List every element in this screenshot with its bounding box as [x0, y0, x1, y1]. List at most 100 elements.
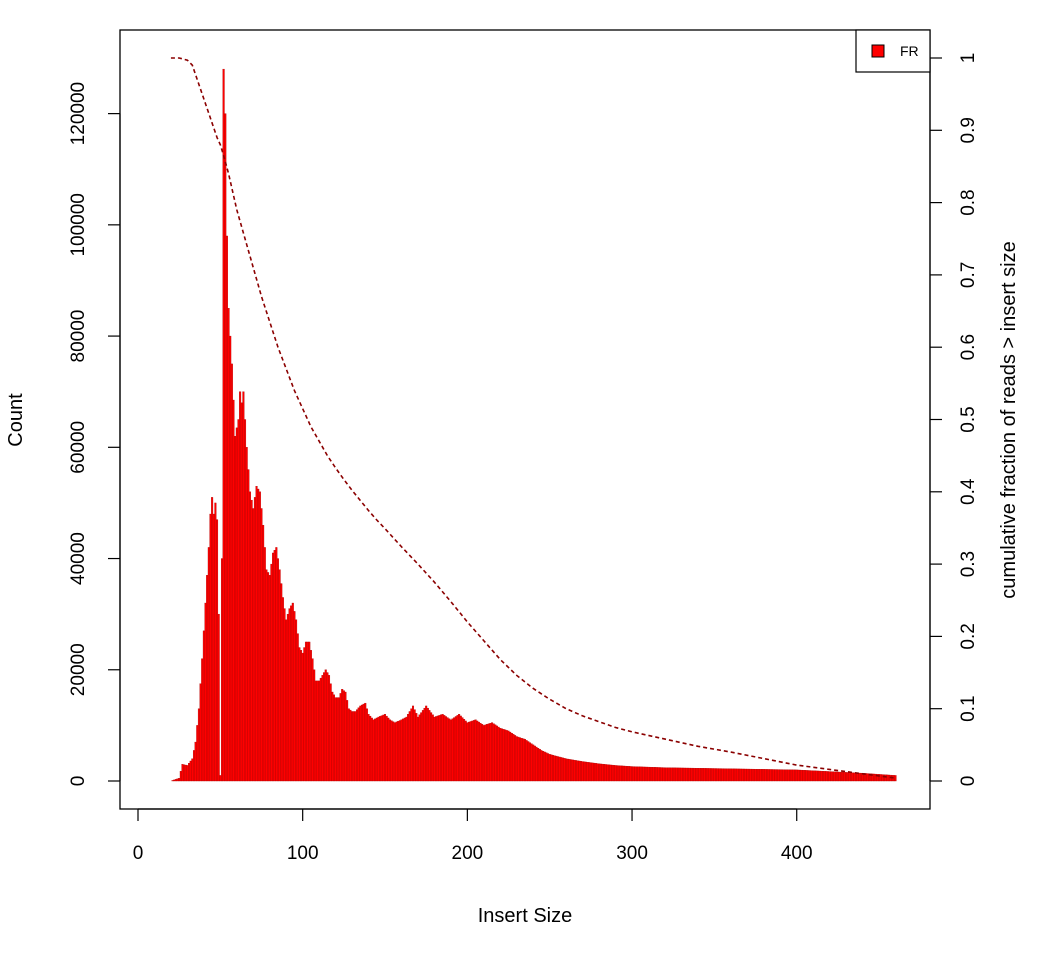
histogram-bar [792, 769, 795, 782]
histogram-bar [705, 768, 708, 782]
histogram-bar [217, 613, 220, 782]
histogram-bar [558, 756, 561, 782]
histogram-bar [420, 712, 423, 782]
histogram-bar [344, 691, 347, 782]
histogram-bar [851, 772, 854, 782]
histogram-bar [756, 769, 759, 782]
histogram-bar [703, 768, 706, 782]
histogram-bar [894, 775, 897, 782]
y-tick-label: 120000 [68, 82, 89, 145]
histogram-bar [551, 755, 554, 782]
histogram-bar [245, 447, 248, 782]
histogram-bar [239, 391, 242, 782]
histogram-bar [232, 399, 235, 782]
histogram-bar [507, 730, 510, 782]
histogram-bar [176, 778, 179, 782]
histogram-bar [369, 715, 372, 782]
histogram-bar [402, 718, 405, 782]
histogram-bar [818, 770, 821, 782]
histogram-bar [364, 702, 367, 782]
histogram-bar [855, 772, 858, 782]
histogram-bar [496, 725, 499, 782]
histogram-bar [191, 758, 194, 782]
histogram-bar [667, 767, 670, 782]
histogram-bar [794, 769, 797, 782]
histogram-bar [487, 723, 490, 782]
histogram-bar [718, 768, 721, 782]
histogram-bar [701, 768, 704, 782]
histogram-bar [713, 768, 716, 782]
histogram-bar [604, 764, 607, 782]
histogram-bar [206, 575, 209, 782]
histogram-bar [525, 740, 528, 782]
histogram-bar [479, 722, 482, 782]
histogram-bar [663, 767, 666, 782]
histogram-bar [323, 672, 326, 782]
histogram-bar [550, 754, 553, 782]
histogram-bar [612, 765, 615, 782]
histogram-bar [685, 767, 688, 782]
histogram-bar [458, 714, 461, 782]
histogram-bar [761, 769, 764, 782]
histogram-bar [629, 766, 632, 782]
histogram-bar [601, 763, 604, 782]
histogram-bar [235, 427, 238, 782]
histogram-bar [291, 602, 294, 782]
histogram-bar [659, 767, 662, 782]
histogram-bar [469, 721, 472, 782]
histogram-bar [830, 771, 833, 782]
y-tick-label: 80000 [68, 310, 89, 363]
histogram-bar [542, 751, 545, 782]
histogram-bar [553, 755, 556, 782]
histogram-bar [209, 513, 212, 782]
histogram-bar [471, 720, 474, 782]
histogram-bar [698, 768, 701, 782]
y2-tick-label: 0.2 [958, 623, 979, 649]
histogram-bar [476, 720, 479, 782]
histogram-bar [367, 714, 370, 782]
histogram-bar [504, 729, 507, 782]
y-axis-title: Count [5, 393, 27, 447]
histogram-bar [617, 765, 620, 782]
histogram-bar [441, 714, 444, 782]
histogram-bar [583, 761, 586, 782]
histogram-bar [540, 750, 543, 782]
histogram-bar [820, 770, 823, 782]
histogram-bar [375, 717, 378, 782]
histogram-bar [268, 575, 271, 782]
histogram-bar [181, 764, 184, 782]
histogram-bar [662, 767, 665, 782]
histogram-bar [598, 763, 601, 782]
histogram-bar [866, 773, 869, 782]
histogram-bar [519, 737, 522, 782]
histogram-bar [499, 727, 502, 782]
x-tick-label: 400 [781, 843, 813, 864]
histogram-bar [532, 744, 535, 782]
histogram-bar [466, 722, 469, 782]
legend: FR [855, 29, 931, 73]
histogram-bar [407, 714, 410, 782]
histogram-bar [808, 770, 811, 782]
histogram-bar [635, 766, 638, 782]
histogram-bar [708, 768, 711, 782]
histogram-bar [841, 772, 844, 782]
histogram-bar [252, 508, 255, 782]
histogram-bar [454, 716, 457, 782]
histogram-bar [423, 707, 426, 782]
histogram-bar [843, 772, 846, 782]
histogram-bar [639, 766, 642, 782]
histogram-bar [313, 669, 316, 782]
x-axis-title: Insert Size [478, 905, 572, 927]
histogram-bar [444, 716, 447, 782]
histogram-bar [189, 760, 192, 782]
histogram-bar [258, 491, 261, 782]
histogram-bar [568, 759, 571, 782]
histogram-bar [614, 765, 617, 782]
histogram-bar [253, 497, 256, 782]
histogram-bar [838, 771, 841, 782]
histogram-bar [276, 558, 279, 782]
histogram-bar [354, 711, 357, 782]
histogram-bar [738, 768, 741, 782]
histogram-bar [385, 715, 388, 782]
